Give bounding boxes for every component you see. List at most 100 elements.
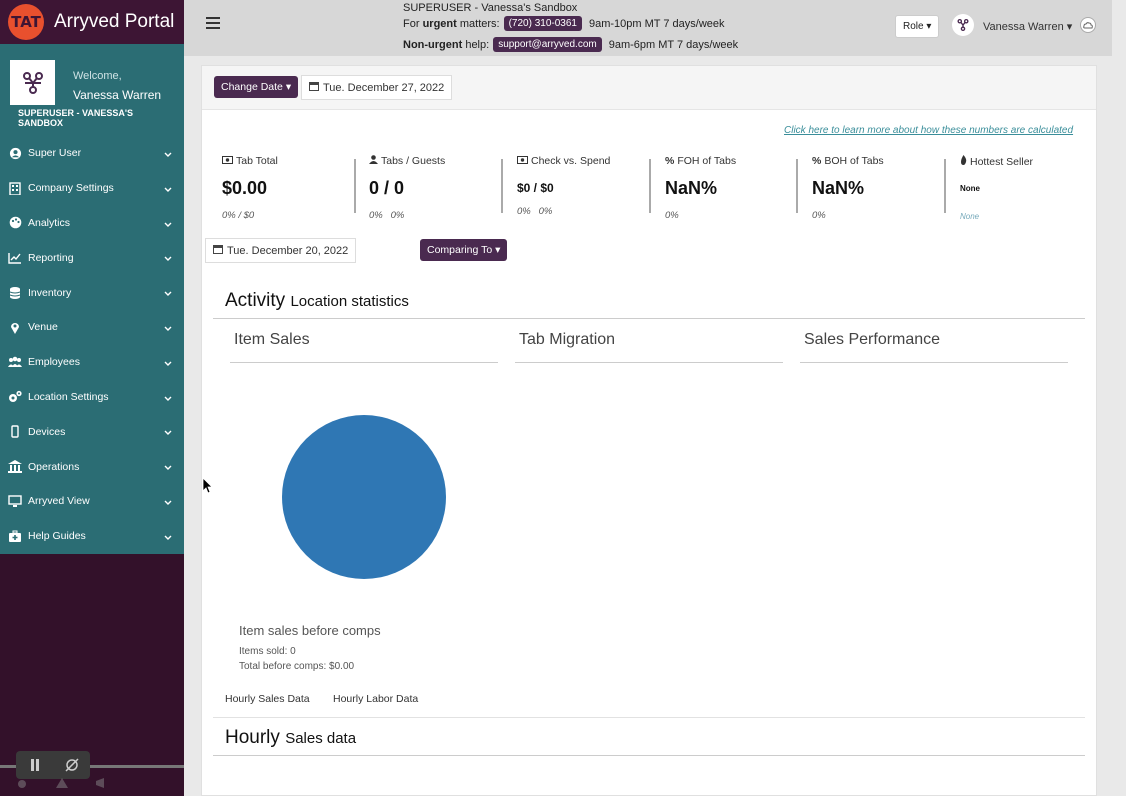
activity-title: Activity xyxy=(225,290,286,311)
email-badge[interactable]: support@arryved.com xyxy=(493,37,602,52)
users-icon xyxy=(8,355,22,369)
divider xyxy=(800,362,1068,363)
learn-more-link[interactable]: Click here to learn more about how these… xyxy=(784,125,1074,136)
money-icon xyxy=(222,155,233,167)
urgent-prefix: For xyxy=(403,17,423,30)
sidebar-item-label: Analytics xyxy=(28,216,71,229)
arryved-logo: TAT xyxy=(8,4,44,40)
user-avatar[interactable] xyxy=(952,14,974,36)
stat-sub: 0% 0% xyxy=(369,210,405,221)
sidebar-item-label: Employees xyxy=(28,356,80,369)
stat-label: BOH of Tabs xyxy=(824,155,884,167)
hourly-title: Hourly xyxy=(225,727,280,748)
pause-button[interactable] xyxy=(16,751,53,779)
sidebar-item-reporting[interactable]: Reporting xyxy=(0,240,184,275)
user-menu[interactable]: Vanessa Warren ▾ xyxy=(983,20,1072,33)
tab-hourly-sales-data[interactable]: Hourly Sales Data xyxy=(225,693,310,705)
tab-sales-performance[interactable]: Sales Performance xyxy=(804,331,941,348)
user-circle-icon xyxy=(8,146,22,160)
medkit-icon xyxy=(8,529,22,543)
stat-label: Check vs. Spend xyxy=(531,155,611,167)
comparing-to-button[interactable]: Comparing To ▾ xyxy=(420,239,508,261)
map-marker-icon xyxy=(8,320,22,334)
nonurgent-help-line: Non-urgent help: support@arryved.com 9am… xyxy=(403,37,738,52)
stat-label: Tab Total xyxy=(236,155,278,167)
chevron-down-icon xyxy=(164,497,172,509)
sidebar-item-company-settings[interactable]: Company Settings xyxy=(0,171,184,206)
current-date-field[interactable]: Tue. December 27, 2022 xyxy=(301,75,453,100)
stat-value: NaN% xyxy=(665,178,718,198)
compare-date: Tue. December 20, 2022 xyxy=(227,244,349,257)
stat-divider xyxy=(501,159,503,213)
stat-sub: 0% xyxy=(665,210,679,221)
caret-down-icon: ▾ xyxy=(285,81,292,93)
main-content: Change Date ▾ Tue. December 27, 2022 Cli… xyxy=(201,65,1097,796)
stat-sub: 0% xyxy=(812,210,826,221)
welcome-text: Welcome, Vanessa Warren xyxy=(73,70,161,128)
hourly-heading: Hourly Sales data xyxy=(225,727,356,749)
stat-hottest-seller: Hottest Seller None None xyxy=(960,155,1100,221)
caret-down-icon: ▾ xyxy=(495,244,501,256)
compare-date-field[interactable]: Tue. December 20, 2022 xyxy=(205,238,357,263)
stat-value: None xyxy=(960,184,980,193)
sidebar-item-help-guides[interactable]: Help Guides xyxy=(0,519,184,554)
sidebar-item-devices[interactable]: Devices xyxy=(0,414,184,449)
stat-sub: None xyxy=(960,212,980,221)
hourly-subtitle: Sales data xyxy=(285,730,357,747)
money-icon xyxy=(517,155,528,167)
video-controls xyxy=(16,751,90,779)
tab-tab-migration[interactable]: Tab Migration xyxy=(519,331,616,348)
sidebar-item-super-user[interactable]: Super User xyxy=(0,136,184,171)
tab-hourly-labor-data[interactable]: Hourly Labor Data xyxy=(333,693,419,705)
sidebar-item-label: Reporting xyxy=(28,251,74,264)
activity-subtitle: Location statistics xyxy=(290,293,409,310)
menu-toggle-icon[interactable] xyxy=(206,16,220,34)
role-dropdown[interactable]: Role ▾ xyxy=(895,15,940,38)
pause-icon xyxy=(30,759,39,771)
sidebar-item-arryved-view[interactable]: Arryved View xyxy=(0,484,184,519)
bank-icon xyxy=(8,460,22,474)
video-progress-bar[interactable] xyxy=(0,765,184,768)
page-scrollbar[interactable] xyxy=(1112,0,1126,796)
user-name: Vanessa Warren xyxy=(983,21,1064,33)
urgent-suffix: matters: xyxy=(456,17,500,30)
building-icon xyxy=(8,181,22,195)
items-sold: Items sold: 0 xyxy=(239,646,296,657)
calendar-icon xyxy=(213,244,223,257)
item-sales-pie-chart xyxy=(282,415,446,579)
sidebar-item-inventory[interactable]: Inventory xyxy=(0,275,184,310)
chevron-down-icon xyxy=(164,184,172,196)
sidebar-item-operations[interactable]: Operations xyxy=(0,449,184,484)
sidebar-item-location-settings[interactable]: Location Settings xyxy=(0,380,184,415)
mobile-icon xyxy=(8,425,22,439)
line-chart-icon xyxy=(8,251,22,265)
change-date-label: Change Date xyxy=(221,81,283,93)
stat-value: 0 / 0 xyxy=(369,178,405,198)
phone-badge[interactable]: (720) 310-0361 xyxy=(503,16,582,31)
tab-item-sales[interactable]: Item Sales xyxy=(234,331,310,348)
cloud-status-icon[interactable] xyxy=(1080,17,1096,33)
stat-sub: 0% / $0 xyxy=(222,210,255,221)
role-label: Role xyxy=(903,21,924,32)
stat-foh-of-tabs: % FOH of Tabs NaN% 0% xyxy=(665,155,805,221)
percent-icon: % xyxy=(665,155,675,167)
stat-tab-total: Tab Total $0.00 0% / $0 xyxy=(222,155,362,221)
activity-heading: Activity Location statistics xyxy=(225,290,409,312)
calendar-icon xyxy=(309,81,319,94)
sidebar-item-venue[interactable]: Venue xyxy=(0,310,184,345)
brand-header[interactable]: TAT Arryved Portal xyxy=(0,0,184,44)
divider xyxy=(230,362,498,363)
sidebar-item-employees[interactable]: Employees xyxy=(0,345,184,380)
sidebar-item-analytics[interactable]: Analytics xyxy=(0,206,184,241)
chevron-down-icon xyxy=(164,393,172,405)
hide-controls-button[interactable] xyxy=(53,751,90,779)
stat-check-vs-spend: Check vs. Spend $0 / $0 0% 0% xyxy=(517,155,657,217)
total-before-comps: Total before comps: $0.00 xyxy=(239,661,355,672)
stat-divider xyxy=(354,159,356,213)
fire-icon xyxy=(960,155,967,168)
sidebar-nav: Super User Company Settings Analytics Re… xyxy=(0,136,184,554)
gear-icon xyxy=(18,780,26,788)
chevron-down-icon xyxy=(164,288,172,300)
change-date-button[interactable]: Change Date ▾ xyxy=(214,76,299,98)
welcome-label: Welcome, xyxy=(73,70,122,82)
